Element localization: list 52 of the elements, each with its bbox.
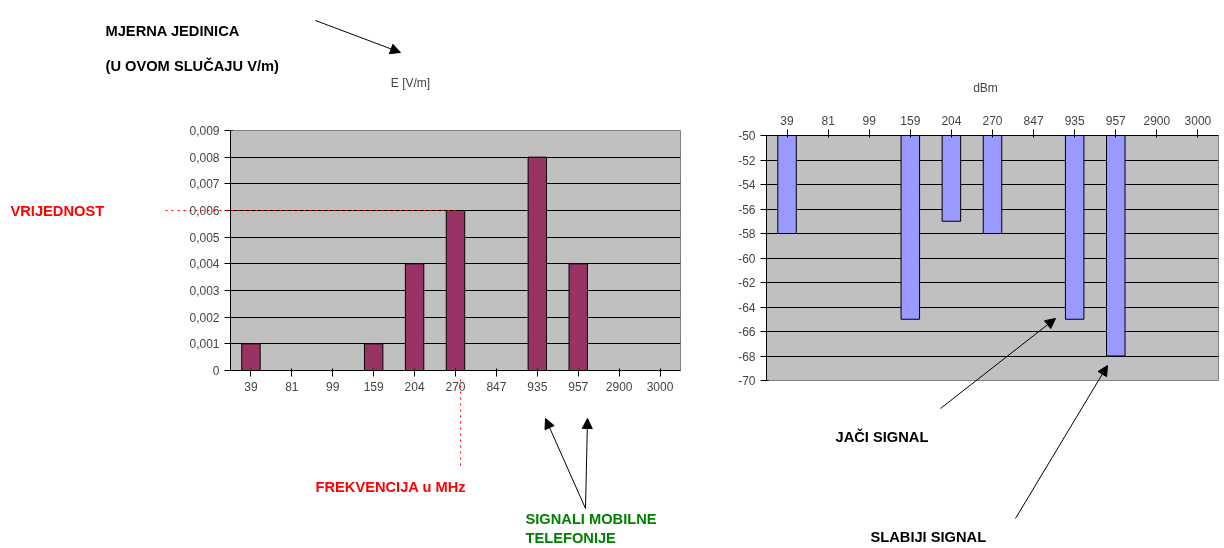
x-tick-label: 99 <box>326 379 340 394</box>
y-tick-label: -64 <box>738 300 756 315</box>
text: MJERNA JEDINICA <box>105 22 240 39</box>
x-tick-label: 847 <box>1023 113 1044 128</box>
text: SIGNALI MOBILNE TELEFONIJE <box>525 510 657 546</box>
x-tick-label: 159 <box>363 379 385 394</box>
y-tick-label: 0,008 <box>189 150 220 165</box>
y-tick-label: 0,003 <box>189 284 220 298</box>
x-tick-label: 3000 <box>1184 113 1212 128</box>
x-tick-label: 204 <box>941 113 962 128</box>
x-tick-label: 2900 <box>1143 113 1171 128</box>
y-tick-label: -56 <box>738 202 756 217</box>
y-tick-label: 0,001 <box>189 337 220 352</box>
x-tick-label: 81 <box>285 379 299 394</box>
y-tick-label: -60 <box>738 251 756 266</box>
x-tick-label: 270 <box>982 113 1003 128</box>
y-tick-label: -54 <box>738 178 756 192</box>
y-tick-label: -50 <box>738 129 756 143</box>
x-tick-label: 159 <box>900 113 921 128</box>
y-tick-label: 0,009 <box>189 124 220 138</box>
x-tick-label: 847 <box>486 379 507 394</box>
y-tick-label: 0 <box>212 364 220 378</box>
y-tick-label: -66 <box>738 325 756 339</box>
text: FREKVENCIJA u MHz <box>315 478 466 495</box>
text: (U OVOM SLUČAJU V/m) <box>105 56 280 74</box>
x-tick-label: 935 <box>527 379 548 394</box>
x-tick-label: 935 <box>1064 113 1086 128</box>
x-tick-label: 39 <box>780 113 795 128</box>
x-tick-label: 957 <box>1105 113 1127 128</box>
y-tick-label: -70 <box>738 374 756 388</box>
x-tick-label: 3000 <box>646 379 674 394</box>
y-tick-label: -52 <box>738 153 756 168</box>
x-tick-label: 81 <box>821 113 836 128</box>
x-tick-label: 204 <box>404 379 425 394</box>
y-tick-label: 0,002 <box>189 310 220 325</box>
x-tick-label: 39 <box>244 379 258 394</box>
y-tick-label: 0,007 <box>189 177 220 192</box>
y-tick-label: 0,006 <box>189 204 220 218</box>
chart-title: dBm <box>973 80 998 95</box>
x-tick-label: 2900 <box>605 379 633 394</box>
text: SLABIJI SIGNAL <box>870 528 987 545</box>
y-tick-label: -58 <box>738 227 756 241</box>
y-tick-label: 0,004 <box>189 257 220 272</box>
x-tick-label: 99 <box>862 113 877 128</box>
x-tick-label: 957 <box>568 379 589 394</box>
text: JAČI SIGNAL <box>835 427 929 445</box>
chart-title: E [V/m] <box>390 75 431 90</box>
y-tick-label: -62 <box>738 276 756 290</box>
x-tick-label: 270 <box>445 379 466 394</box>
y-tick-label: -68 <box>738 349 756 364</box>
ref-line-label: VRIJEDNOST <box>10 202 105 219</box>
y-tick-label: 0,005 <box>189 230 220 245</box>
